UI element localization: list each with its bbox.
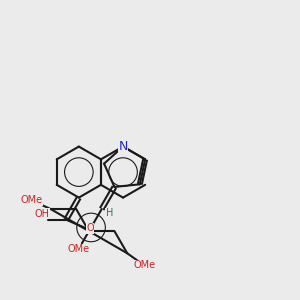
Text: O: O <box>86 223 94 233</box>
Text: N: N <box>118 140 128 153</box>
Text: OMe: OMe <box>21 195 43 206</box>
Text: OMe: OMe <box>133 260 155 270</box>
Text: H: H <box>106 208 113 218</box>
Text: OH: OH <box>35 209 50 219</box>
Text: OMe: OMe <box>68 244 90 254</box>
